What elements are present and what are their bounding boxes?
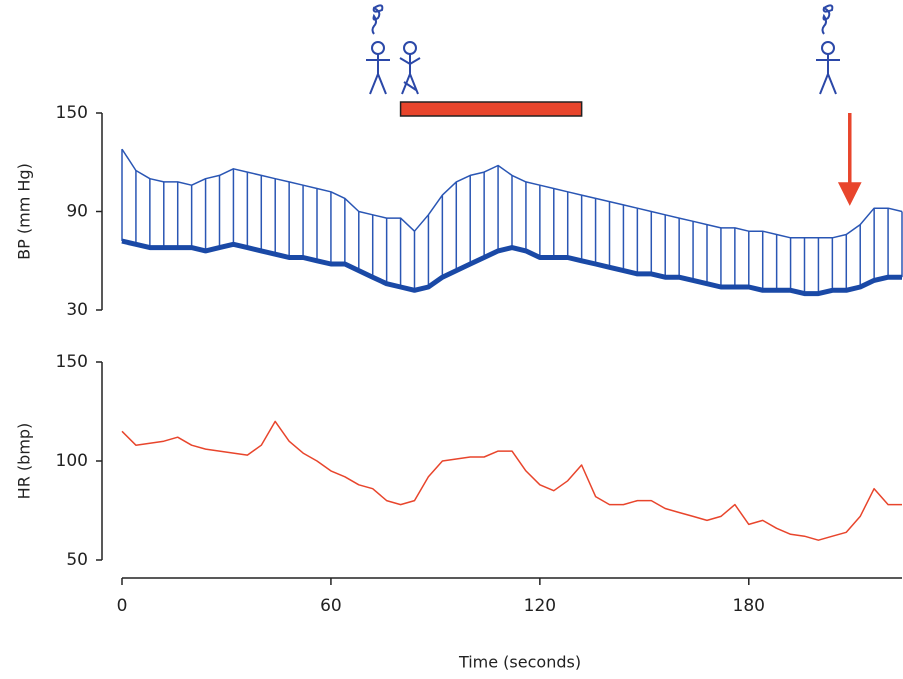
y-tick-label: 150 <box>56 103 88 123</box>
x-tick-label: 60 <box>320 596 342 616</box>
y-tick-label: 150 <box>56 352 88 372</box>
x-tick-label: 180 <box>733 596 765 616</box>
standing-figure <box>399 41 421 95</box>
arrow <box>837 113 862 206</box>
series-line <box>121 420 902 541</box>
y-tick-label: 100 <box>56 451 88 471</box>
span-bar <box>399 101 583 117</box>
y-tick-label: 30 <box>66 300 88 320</box>
series-line <box>121 238 902 297</box>
y-axis-label: HR (bmp) <box>15 423 34 500</box>
x-tick-label: 0 <box>117 596 128 616</box>
y-axis-label: BP (mm Hg) <box>15 163 34 260</box>
stick-figures <box>366 4 840 95</box>
y-tick-label: 50 <box>66 550 88 570</box>
x-axis-label: Time (seconds) <box>458 653 581 672</box>
standing-dizzy-figure <box>366 4 390 95</box>
x-tick-label: 120 <box>524 596 556 616</box>
series-line <box>121 148 903 239</box>
standing-dizzy-figure <box>816 4 840 95</box>
y-tick-label: 90 <box>66 202 88 222</box>
